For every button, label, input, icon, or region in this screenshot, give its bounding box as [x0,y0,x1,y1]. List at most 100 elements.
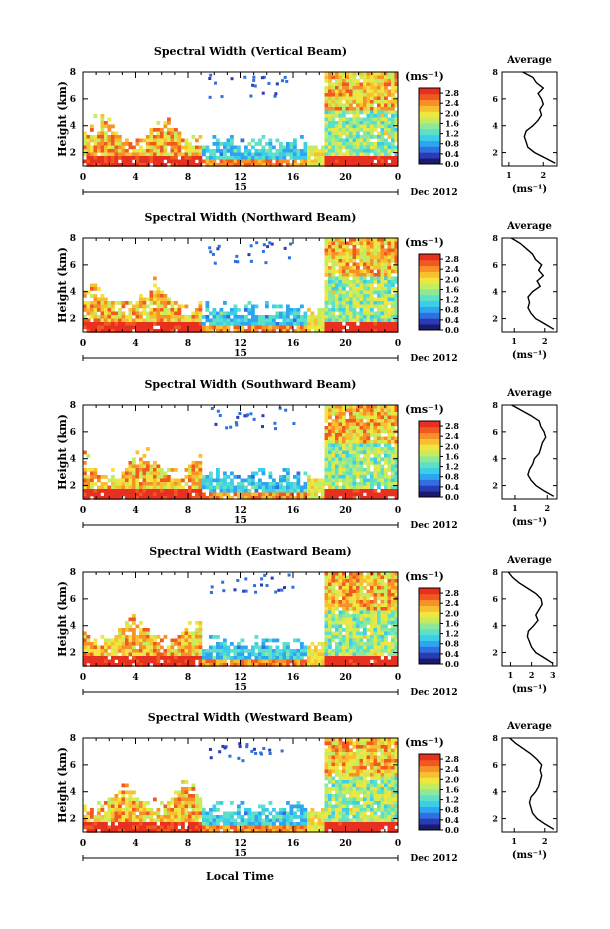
heatmap-cell [202,329,206,333]
heatmap-cell [391,600,395,604]
heatmap-cell [114,801,119,805]
heatmap-cell [359,443,364,448]
heatmap-cell [261,482,266,486]
heatmap-cell [324,582,329,587]
heatmap-cell [345,149,350,153]
heatmap-cell [93,818,98,823]
heatmap-cell [342,652,346,657]
heatmap-cell [160,128,164,132]
heatmap-cell [219,492,224,497]
heatmap-cell [324,635,329,639]
heatmap-cell [118,489,122,493]
heatmap-cell [170,496,175,500]
heatmap-cell [328,86,332,90]
heatmap-cell [275,163,280,167]
heatmap-cell [373,440,378,444]
heatmap-cell [328,322,332,326]
heatmap-cell [191,475,196,479]
heatmap-cell [100,325,105,330]
heatmap-cell [303,659,308,664]
heatmap-cell [391,255,395,260]
heatmap-cell [391,294,395,298]
heatmap-cell [366,156,371,160]
heatmap-cell [335,408,339,413]
heatmap-cell [135,471,140,476]
heatmap-cell [223,156,227,160]
heatmap-cell [373,600,378,604]
heatmap-cell [391,408,395,413]
heatmap-cell [307,308,311,312]
heatmap-cell [363,128,367,132]
heatmap-cell [335,589,339,594]
heatmap-cell [219,496,224,500]
heatmap-cell [251,325,255,330]
heatmap-cell [328,318,332,323]
heatmap-cell [321,329,325,333]
heatmap-cell [366,117,371,122]
heatmap-cell [205,329,210,333]
heatmap-cell [373,433,378,437]
heatmap-cell [387,128,392,132]
heatmap-cell [342,419,346,423]
colorbar-swatch [419,432,440,439]
heatmap-cell [163,308,168,312]
heatmap-cell [349,238,353,242]
heatmap-cell [363,440,367,444]
heatmap-cell [125,315,129,319]
heatmap-cell [359,412,364,416]
heatmap-cell [249,94,253,98]
heatmap-cell [307,159,311,164]
heatmap-cell [324,262,329,267]
heatmap-cell [356,311,360,316]
x-tick-label: 12 [234,173,247,183]
heatmap-cell [251,649,255,653]
heatmap-cell [261,496,266,500]
heatmap-cell [349,586,353,590]
heatmap-cell [356,135,360,139]
heatmap-cell [146,656,150,660]
heatmap-cell [125,621,129,625]
heatmap-cell [265,152,269,157]
heatmap-cell [209,645,213,650]
heatmap-cell [265,325,269,330]
heatmap-cell [373,135,378,139]
heatmap-cell [335,156,339,160]
heatmap-cell [324,93,329,97]
heatmap-cell [226,138,231,143]
heatmap-cell [219,649,224,653]
heatmap-cell [331,572,336,576]
heatmap-cell [149,152,154,157]
heatmap-cell [377,496,381,500]
heatmap-cell [107,652,112,657]
heatmap-cell [230,159,234,164]
heatmap-cell [324,96,329,101]
heatmap-cell [128,797,133,802]
heatmap-cell [219,163,224,167]
heatmap-cell [373,241,378,246]
heatmap-cell [286,649,290,653]
heatmap-cell [286,304,290,309]
heatmap-cell [356,142,360,146]
heatmap-cell [314,159,318,164]
heatmap-cell [394,252,399,256]
heatmap-cell [342,617,346,622]
heatmap-cell [111,135,115,139]
heatmap-cell [363,475,367,479]
heatmap-cell [370,290,374,295]
heatmap-cell [356,110,360,115]
heatmap-cell [356,252,360,256]
heatmap-cell [391,579,395,583]
heatmap-cell [352,283,357,288]
heatmap-cell [247,308,252,312]
heatmap-cell [363,635,367,639]
heatmap-cell [328,582,332,587]
heatmap-cell [125,318,129,323]
colorbar-swatch [419,426,440,434]
heatmap-cell [314,659,318,664]
heatmap-cell [342,276,346,281]
heatmap-cell [237,663,241,667]
heatmap-cell [237,163,241,167]
heatmap-cell [149,159,154,164]
heatmap-cell [394,482,399,486]
heatmap-cell [331,248,336,253]
